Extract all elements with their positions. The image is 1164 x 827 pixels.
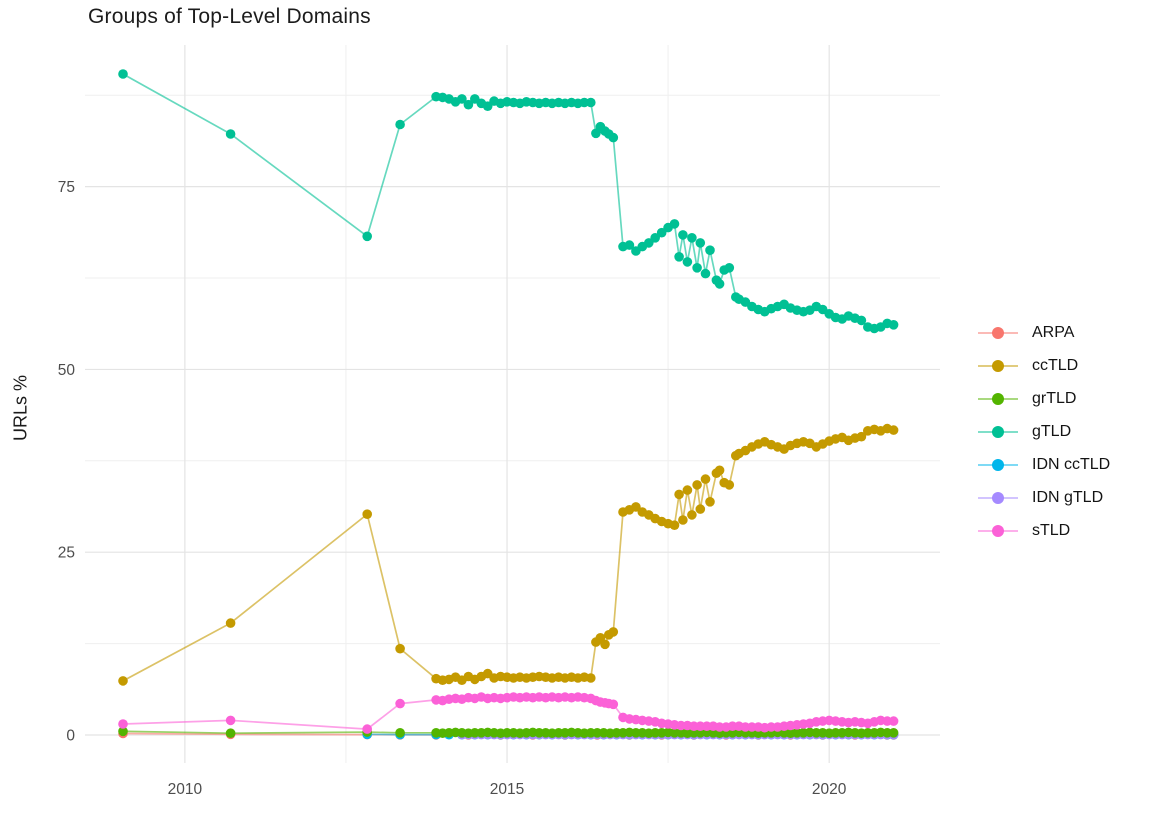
series-grtld [118,726,899,738]
series-gtld [118,69,899,334]
legend-item-arpa: ARPA [978,322,1110,343]
gridlines-minor [85,45,940,763]
data-point-grtld [888,728,899,738]
data-point-gtld [695,238,706,248]
data-point-gtld [608,132,619,143]
data-point-gtld [692,263,702,273]
data-point-stld [888,716,899,726]
legend-item-idn-gtld: IDN gTLD [978,487,1110,508]
x-axis-tick-labels: 2010 2015 2020 [168,781,847,798]
data-point-cctld [678,515,688,525]
data-point-cctld [714,465,725,476]
data-point-cctld [856,431,867,442]
data-point-cctld [631,502,641,512]
data-point-stld [608,699,619,710]
data-point-cctld [362,509,373,519]
data-point-cctld [608,627,619,637]
legend-key-icon [978,524,1018,538]
data-point-cctld [700,474,711,484]
legend-key-icon [978,425,1018,439]
legend-label: IDN gTLD [1032,488,1104,506]
data-point-cctld [586,673,596,683]
data-point-cctld [682,485,693,495]
data-point-gtld [463,99,474,110]
legend-item-stld: sTLD [978,520,1110,541]
x-tick-label-2015: 2015 [490,781,524,798]
data-point-gtld [656,227,667,238]
legend-key-icon [978,392,1018,406]
data-point-cctld [888,425,899,435]
x-tick-label-2010: 2010 [168,781,203,798]
y-tick-label-75: 75 [58,179,75,196]
data-point-cctld [692,480,702,490]
gridlines-major [85,45,940,763]
data-point-gtld [674,251,684,262]
series-cctld [118,423,899,686]
data-point-gtld [482,101,493,111]
legend-label: ccTLD [1032,356,1079,374]
legend-label: gTLD [1032,422,1072,440]
data-point-gtld [700,268,711,279]
legend: ARPA ccTLD grTLD gTLD IDN ccTLD IDN gTLD sTLD [978,322,1110,541]
legend-label: IDN ccTLD [1032,455,1111,473]
data-point-stld [118,719,128,729]
data-point-gtld [457,94,467,104]
series-line-gtld [122,73,894,330]
data-point-cctld [687,510,697,520]
data-point-cctld [600,639,610,650]
data-point-grtld [118,726,128,737]
data-point-gtld [682,257,693,267]
data-point-stld [225,715,236,726]
series-stld [118,692,899,734]
data-point-cctld [395,643,405,654]
data-point-gtld [724,263,735,273]
data-point-cctld [674,489,684,500]
data-point-grtld [225,728,236,738]
data-point-gtld [644,238,654,248]
legend-label: grTLD [1032,389,1077,407]
data-point-gtld [586,97,596,108]
legend-item-cctld: ccTLD [978,355,1110,376]
data-point-cctld [695,504,706,514]
legend-key-icon [978,359,1018,373]
chart-title: Groups of Top-Level Domains [88,5,371,28]
y-axis-tick-labels: 0 25 50 75 [58,179,76,744]
legend-key-icon [978,326,1018,340]
data-point-gtld [678,230,688,240]
y-tick-label-25: 25 [58,545,75,562]
legend-item-gtld: gTLD [978,421,1110,442]
data-point-gtld [225,129,236,139]
legend-label: sTLD [1032,521,1071,539]
data-point-gtld [395,119,405,130]
legend-label: ARPA [1032,323,1075,341]
data-point-gtld [118,69,128,79]
legend-key-icon [978,491,1018,505]
data-point-stld [362,724,373,734]
x-tick-label-2020: 2020 [812,781,847,798]
data-point-gtld [856,315,867,326]
data-point-cctld [225,618,236,628]
data-point-gtld [687,233,697,243]
legend-key-icon [978,458,1018,472]
series-line-cctld [122,427,894,682]
y-tick-label-50: 50 [58,362,76,379]
data-point-gtld [714,279,725,289]
y-tick-label-0: 0 [66,727,75,744]
data-point-gtld [888,320,899,330]
data-point-grtld [395,728,405,738]
data-point-gtld [705,245,715,255]
data-point-gtld [362,231,373,242]
data-point-cctld [669,520,680,530]
data-point-gtld [669,219,680,229]
data-point-cctld [724,480,735,490]
legend-item-idn-cctld: IDN ccTLD [978,454,1110,475]
legend-item-grtld: grTLD [978,388,1110,409]
data-point-gtld [650,233,660,243]
data-point-cctld [705,497,715,507]
data-point-gtld [624,240,635,250]
data-point-stld [395,698,405,709]
data-point-cctld [118,676,128,686]
